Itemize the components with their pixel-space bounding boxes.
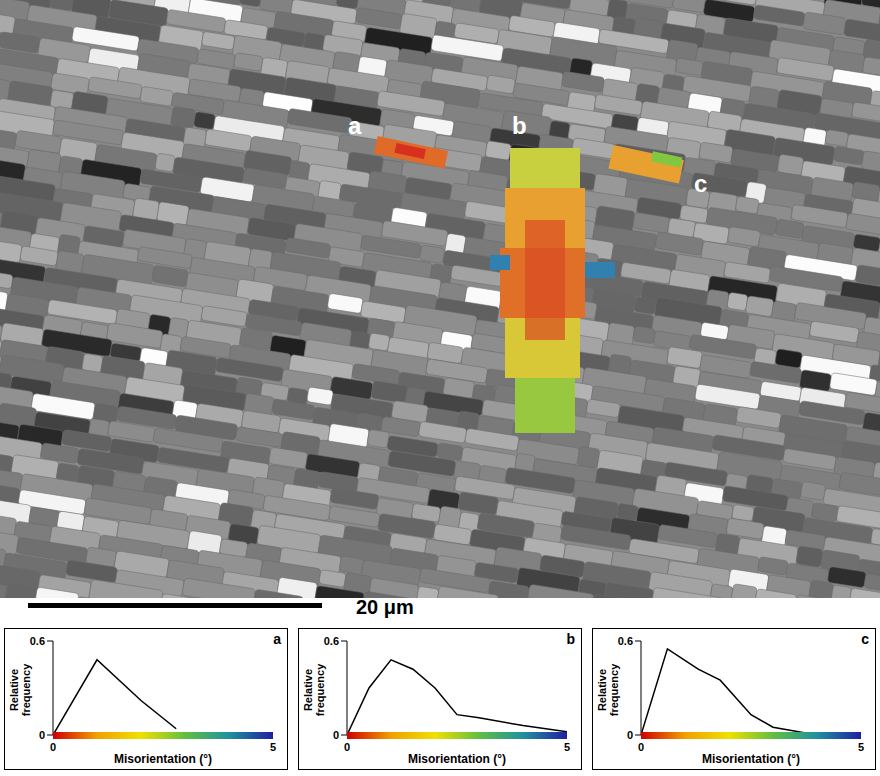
svg-text:b: b (512, 112, 527, 139)
html-text:b: b (566, 631, 575, 647)
svg-text:0.6: 0.6 (30, 635, 45, 647)
svg-text:0: 0 (627, 729, 633, 741)
svg-text:0: 0 (333, 729, 339, 741)
svg-text:Misorientation (°): Misorientation (°) (408, 752, 506, 766)
svg-text:5: 5 (564, 741, 570, 753)
svg-text:Misorientation (°): Misorientation (°) (702, 752, 800, 766)
svg-text:Relativefrequency: Relativefrequency (8, 663, 32, 716)
html-text:20 μm: 20 μm (356, 596, 414, 618)
svg-text:5: 5 (858, 741, 864, 753)
svg-text:0: 0 (344, 741, 350, 753)
svg-text:0.6: 0.6 (618, 635, 633, 647)
svg-text:Relativefrequency: Relativefrequency (302, 663, 326, 716)
svg-text:a: a (348, 112, 362, 139)
svg-text:0: 0 (50, 741, 56, 753)
svg-text:5: 5 (270, 741, 276, 753)
svg-text:Relativefrequency: Relativefrequency (596, 663, 620, 716)
svg-text:Misorientation (°): Misorientation (°) (114, 752, 212, 766)
html-text:c: c (861, 631, 869, 647)
svg-text:0: 0 (638, 741, 644, 753)
html-text:a: a (273, 631, 281, 647)
svg-text:c: c (694, 170, 707, 197)
svg-text:0: 0 (39, 729, 45, 741)
svg-text:0.6: 0.6 (324, 635, 339, 647)
